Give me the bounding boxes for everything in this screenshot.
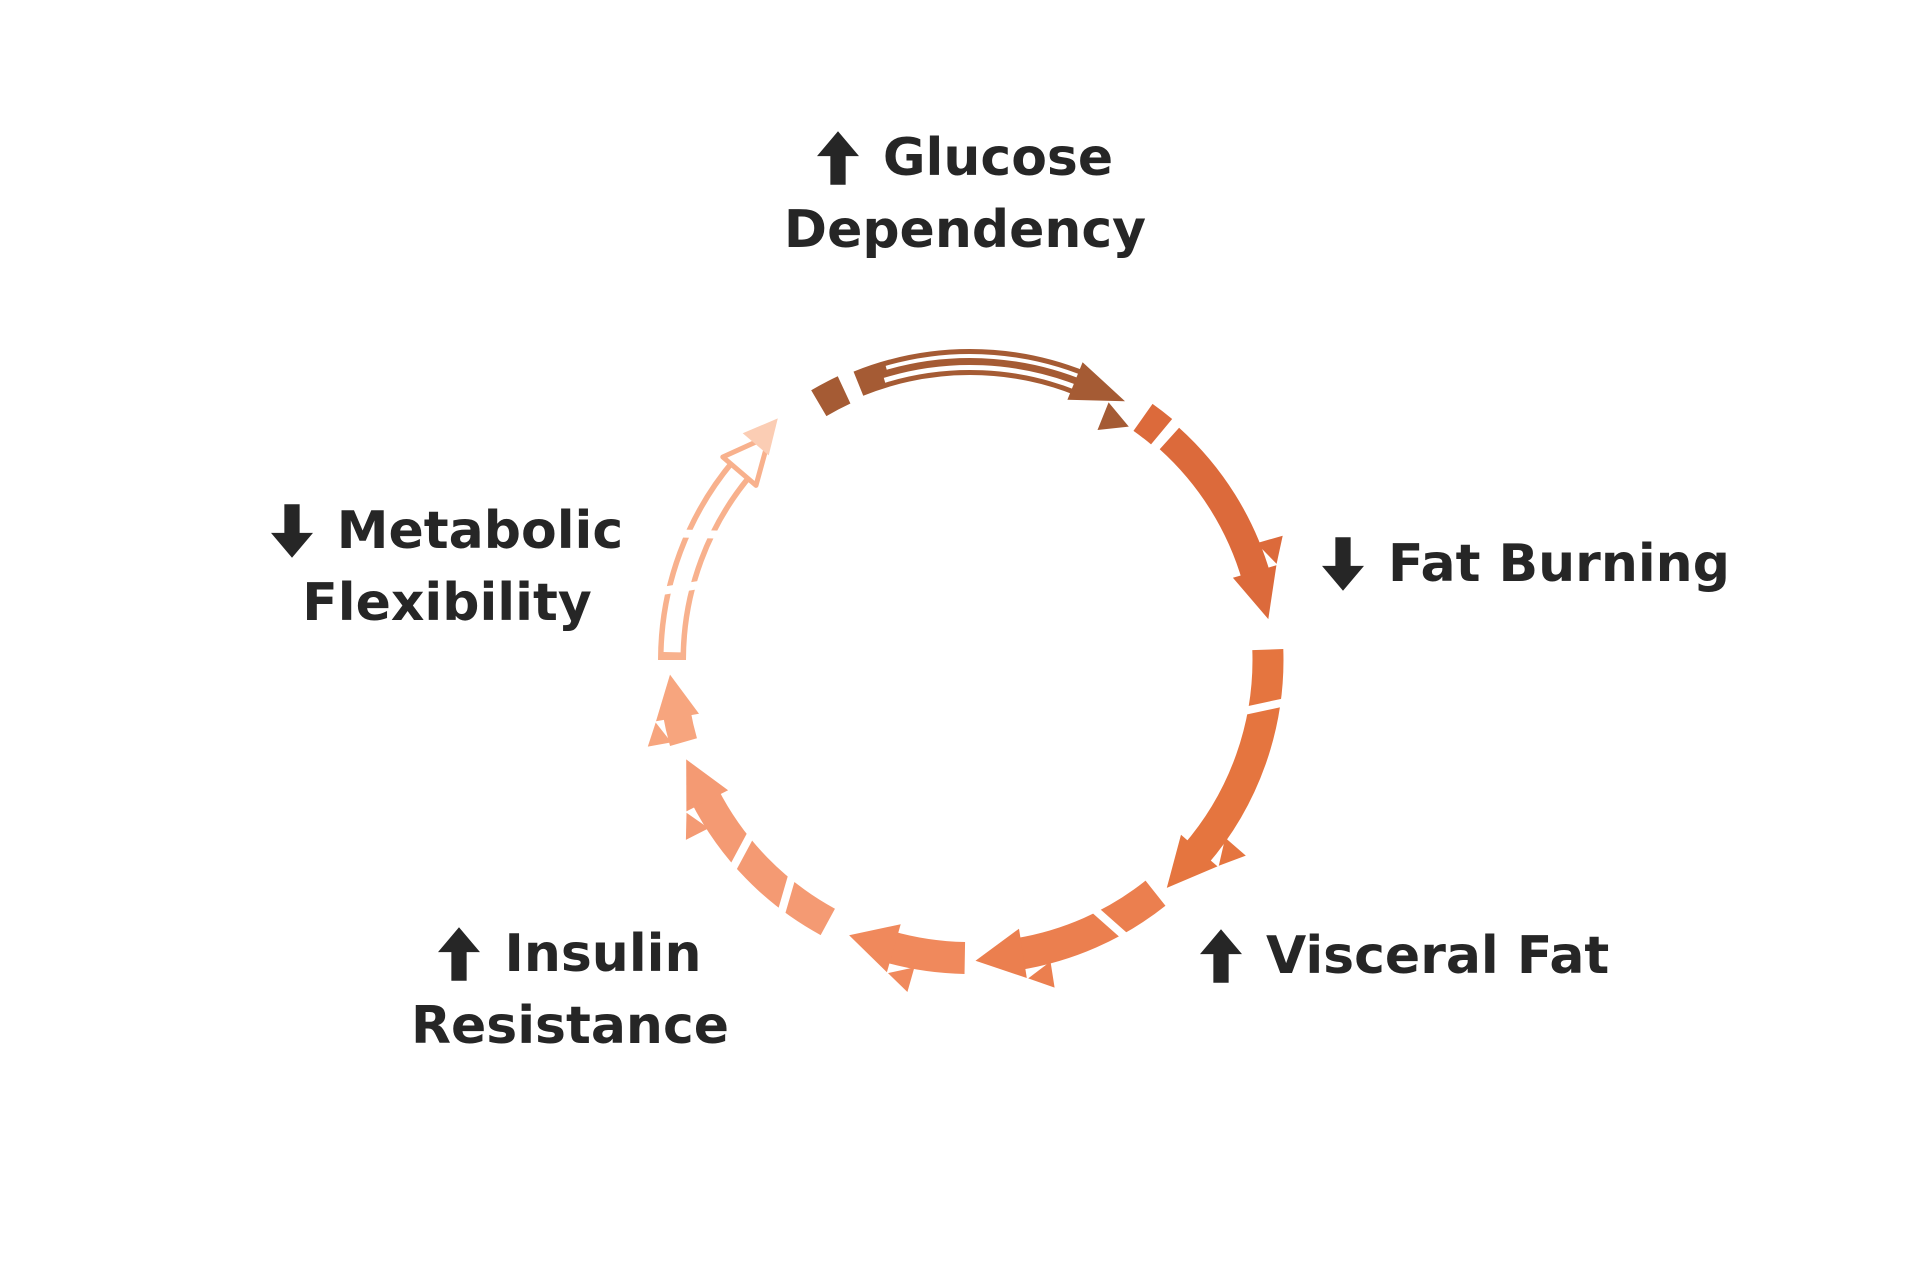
ring-segment-left-small (647, 674, 699, 747)
label-line: Glucose (700, 122, 1230, 194)
down-arrow-icon (270, 504, 313, 558)
label-text: Glucose (882, 128, 1114, 188)
ring-segment-upper-left (657, 418, 778, 661)
down-arrow-icon (1322, 537, 1364, 591)
label-text: Resistance (410, 996, 730, 1056)
label-glucose-dependency: Glucose Dependency (700, 122, 1230, 266)
label-fat-burning: Fat Burning (1322, 528, 1730, 600)
ring-segment-top (811, 349, 1129, 430)
label-line: Fat Burning (1322, 528, 1730, 600)
label-text: Flexibility (302, 573, 592, 633)
label-line: Resistance (385, 990, 755, 1062)
label-line: Metabolic (252, 495, 642, 567)
label-line: Dependency (700, 194, 1230, 266)
up-arrow-icon (816, 131, 859, 185)
label-text: Dependency (783, 200, 1147, 260)
ring-segment-lower-left (685, 759, 836, 936)
ring-segment-bottom-left (849, 924, 966, 992)
ring-segment-lower-right (1166, 649, 1290, 888)
ring-segment-upper-right (1133, 403, 1283, 620)
label-text: Insulin (504, 924, 702, 984)
label-insulin-resistance: Insulin Resistance (385, 918, 755, 1062)
ring-segment-bottom-right (975, 880, 1166, 988)
label-text: Visceral Fat (1266, 926, 1610, 986)
up-arrow-icon (1200, 929, 1242, 983)
label-line: Insulin (385, 918, 755, 990)
label-text: Fat Burning (1388, 534, 1730, 594)
label-metabolic-flexibility: Metabolic Flexibility (252, 495, 642, 639)
label-text: Metabolic (336, 501, 624, 561)
up-arrow-icon (438, 927, 481, 981)
label-visceral-fat: Visceral Fat (1200, 920, 1609, 992)
label-line: Flexibility (252, 567, 642, 639)
label-line: Visceral Fat (1200, 920, 1609, 992)
